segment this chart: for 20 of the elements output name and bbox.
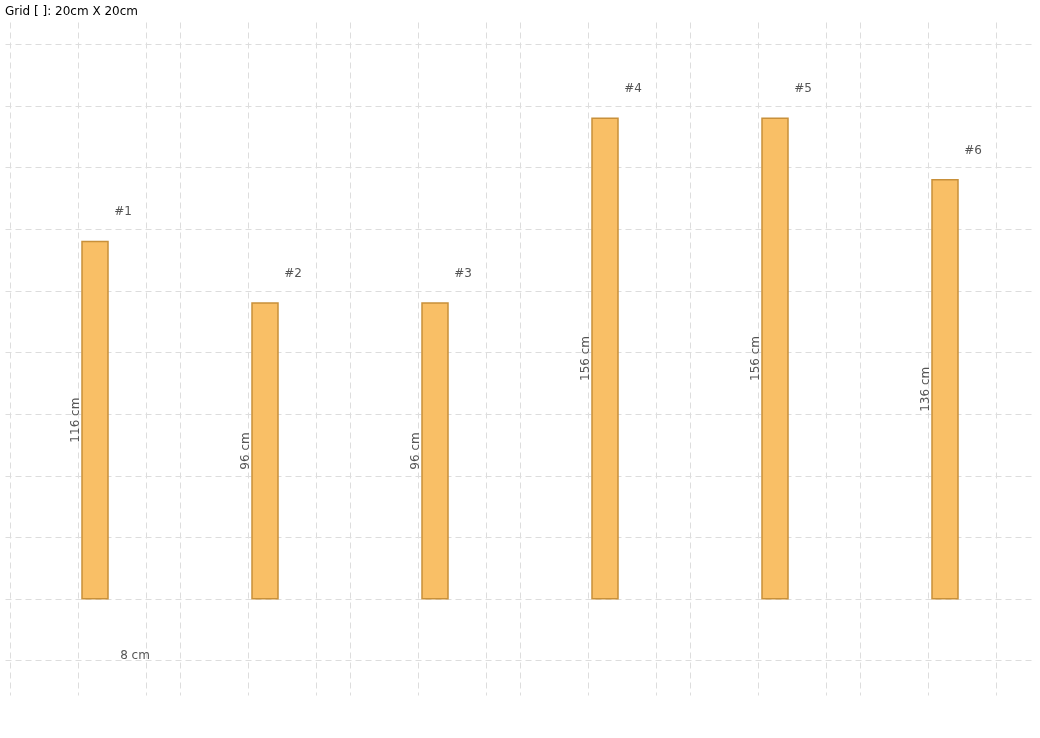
bar (931, 179, 959, 600)
data-label: 116 cm (68, 397, 82, 443)
data-label: 156 cm (578, 335, 592, 382)
bar (761, 117, 789, 600)
bar (81, 240, 109, 600)
x-tick-label: #5 (794, 81, 812, 96)
x-tick-label: #2 (284, 266, 302, 281)
x-tick-label: #1 (114, 204, 132, 219)
text: 8 cm (120, 648, 150, 662)
bar (591, 117, 619, 600)
data-label: 96 cm (408, 432, 422, 470)
bar (421, 302, 449, 600)
bar (251, 302, 279, 600)
x-tick-label: #4 (624, 81, 642, 96)
data-label: 136 cm (918, 366, 932, 412)
data-label: 96 cm (238, 432, 252, 470)
chart-title: Grid [ ]: 20cm X 20cm (5, 4, 138, 18)
data-label: 156 cm (748, 335, 762, 382)
x-tick-label: #3 (454, 266, 472, 281)
x-tick-label: #6 (964, 142, 982, 157)
